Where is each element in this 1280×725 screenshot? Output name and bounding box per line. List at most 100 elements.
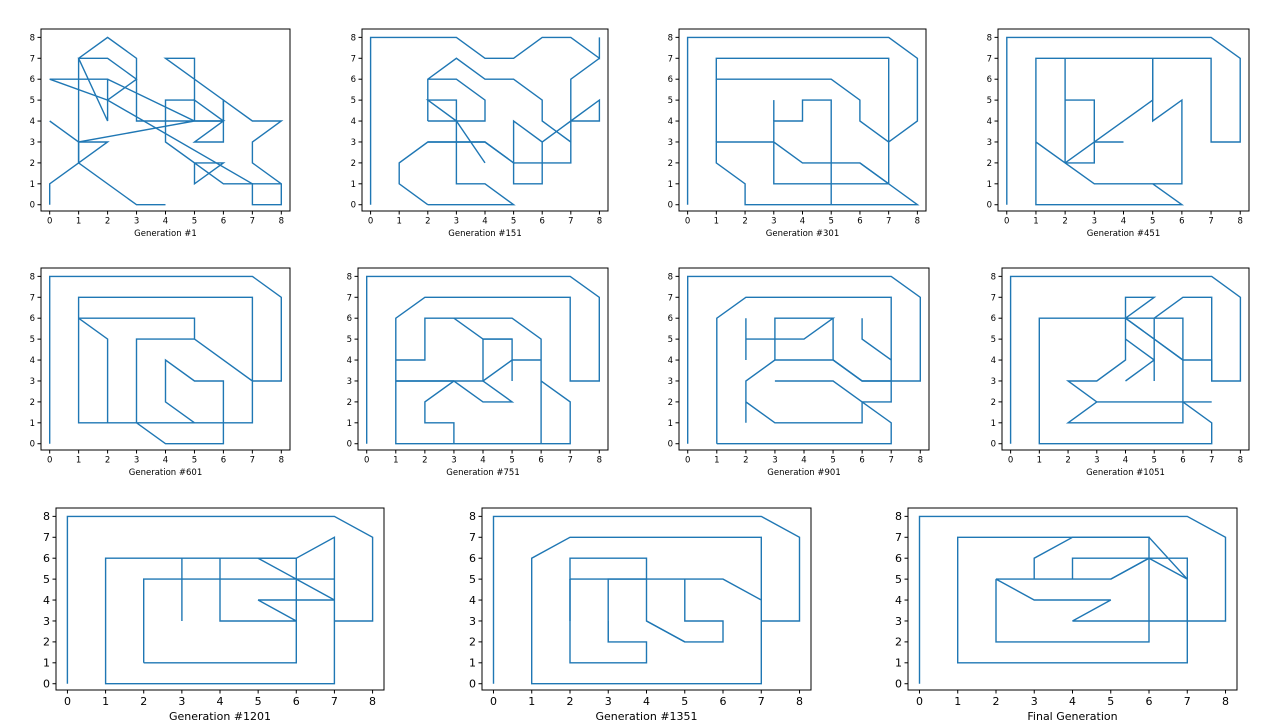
y-tick-label: 7 <box>469 531 476 544</box>
y-tick-label: 0 <box>30 201 35 211</box>
x-tick-label: 1 <box>714 217 719 227</box>
x-tick-label: 6 <box>293 695 300 708</box>
y-tick-label: 5 <box>668 335 673 345</box>
chart-panel-1: 0 1 2 3 4 5 6 7 8 0 1 2 3 4 5 6 7 8 Generation #1 <box>30 28 291 239</box>
y-tick-label: 8 <box>469 510 476 523</box>
series-line-segment-2 <box>49 98 284 206</box>
y-tick-label: 3 <box>895 615 902 628</box>
series-line <box>686 36 920 206</box>
series-line-segment-1 <box>398 141 516 206</box>
y-tick-label: 3 <box>347 377 352 387</box>
y-tick-label: 5 <box>991 335 996 345</box>
series-line <box>918 515 1227 684</box>
x-tick-label: 8 <box>369 695 376 708</box>
y-tick-label: 2 <box>987 159 992 169</box>
y-tick-label: 1 <box>469 657 476 670</box>
series-line-segment-3 <box>49 78 282 185</box>
series-line <box>366 275 600 445</box>
x-tick-label: 7 <box>567 456 572 466</box>
chart-panel-7: 0 1 2 3 4 5 6 7 8 0 1 2 3 4 5 6 7 8 Generation #901 <box>668 267 930 478</box>
y-tick-label: 8 <box>668 272 673 282</box>
x-tick-label: 0 <box>685 456 690 466</box>
chart-panel-3: 0 1 2 3 4 5 6 7 8 0 1 2 3 4 5 6 7 8 Generation #301 <box>668 28 927 239</box>
series-line-segment-1 <box>1125 338 1155 381</box>
chart-panel-11: 0 1 2 3 4 5 6 7 8 0 1 2 3 4 5 6 7 8 Final Generation <box>895 507 1238 723</box>
y-tick-label: 3 <box>30 138 35 148</box>
y-tick-label: 5 <box>30 335 35 345</box>
series-line-segment-4 <box>774 380 863 403</box>
x-axis-label: Generation #601 <box>129 468 202 478</box>
chart-panel-6: 0 1 2 3 4 5 6 7 8 0 1 2 3 4 5 6 7 8 Generation #751 <box>347 267 609 478</box>
x-axis-label: Generation #301 <box>766 229 839 239</box>
y-tick-label: 4 <box>668 117 673 127</box>
x-tick-label: 6 <box>1146 695 1153 708</box>
y-tick-label: 3 <box>668 138 673 148</box>
series-line-segment-1 <box>716 296 892 444</box>
y-tick-label: 8 <box>30 33 35 43</box>
x-tick-label: 6 <box>859 456 864 466</box>
series-line-segment-2 <box>1071 557 1188 580</box>
y-tick-label: 0 <box>30 440 35 450</box>
series-line-segment-2 <box>832 318 892 382</box>
y-tick-label: 8 <box>991 272 996 282</box>
x-tick-label: 0 <box>685 217 690 227</box>
x-tick-label: 4 <box>482 217 487 227</box>
x-axis-label: Generation #751 <box>446 468 519 478</box>
y-tick-label: 2 <box>347 398 352 408</box>
x-tick-label: 0 <box>64 695 71 708</box>
x-tick-label: 1 <box>528 695 535 708</box>
y-tick-label: 1 <box>895 657 902 670</box>
x-tick-label: 7 <box>1184 695 1191 708</box>
x-tick-label: 4 <box>163 217 168 227</box>
x-tick-label: 4 <box>801 456 806 466</box>
x-tick-label: 0 <box>368 217 373 227</box>
y-tick-label: 1 <box>668 419 673 429</box>
series-line-segment-3 <box>295 578 335 601</box>
y-tick-label: 8 <box>43 510 50 523</box>
x-axis-label: Generation #1 <box>134 229 197 239</box>
x-tick-label: 6 <box>720 695 727 708</box>
y-tick-label: 4 <box>987 117 992 127</box>
series-line-segment-1 <box>569 578 648 664</box>
x-tick-label: 8 <box>1222 695 1229 708</box>
chart-panel-5: 0 1 2 3 4 5 6 7 8 0 1 2 3 4 5 6 7 8 Generation #601 <box>30 267 291 478</box>
x-tick-label: 8 <box>597 456 602 466</box>
x-tick-label: 7 <box>250 456 255 466</box>
y-tick-label: 0 <box>991 440 996 450</box>
y-tick-label: 1 <box>30 180 35 190</box>
y-tick-label: 5 <box>987 96 992 106</box>
chart-panel-8: 0 1 2 3 4 5 6 7 8 0 1 2 3 4 5 6 7 8 Generation #1051 <box>991 267 1250 478</box>
y-tick-label: 5 <box>668 96 673 106</box>
y-tick-label: 8 <box>987 33 992 43</box>
y-tick-label: 3 <box>469 615 476 628</box>
x-tick-label: 0 <box>47 456 52 466</box>
series-line <box>49 141 166 206</box>
x-tick-label: 4 <box>217 695 224 708</box>
x-tick-label: 6 <box>539 217 544 227</box>
x-tick-label: 3 <box>178 695 185 708</box>
x-tick-label: 8 <box>1238 456 1243 466</box>
x-tick-label: 2 <box>1062 217 1067 227</box>
x-tick-label: 2 <box>992 695 999 708</box>
y-tick-label: 2 <box>30 398 35 408</box>
y-tick-label: 8 <box>351 33 356 43</box>
x-tick-label: 2 <box>743 456 748 466</box>
x-tick-label: 7 <box>888 456 893 466</box>
x-tick-label: 2 <box>742 217 747 227</box>
series-line-segment-1 <box>78 317 196 340</box>
x-tick-label: 1 <box>396 217 401 227</box>
y-tick-label: 7 <box>668 293 673 303</box>
x-tick-label: 7 <box>1209 456 1214 466</box>
y-tick-label: 6 <box>30 314 35 324</box>
y-tick-label: 3 <box>351 138 356 148</box>
y-tick-label: 6 <box>991 314 996 324</box>
x-tick-label: 0 <box>916 695 923 708</box>
x-axis-label: Generation #1351 <box>595 710 697 720</box>
series-line-segment-5 <box>427 141 515 164</box>
y-tick-label: 8 <box>347 272 352 282</box>
x-tick-label: 2 <box>1065 456 1070 466</box>
x-tick-label: 3 <box>1094 456 1099 466</box>
y-tick-label: 6 <box>469 552 476 565</box>
x-tick-label: 5 <box>1107 695 1114 708</box>
